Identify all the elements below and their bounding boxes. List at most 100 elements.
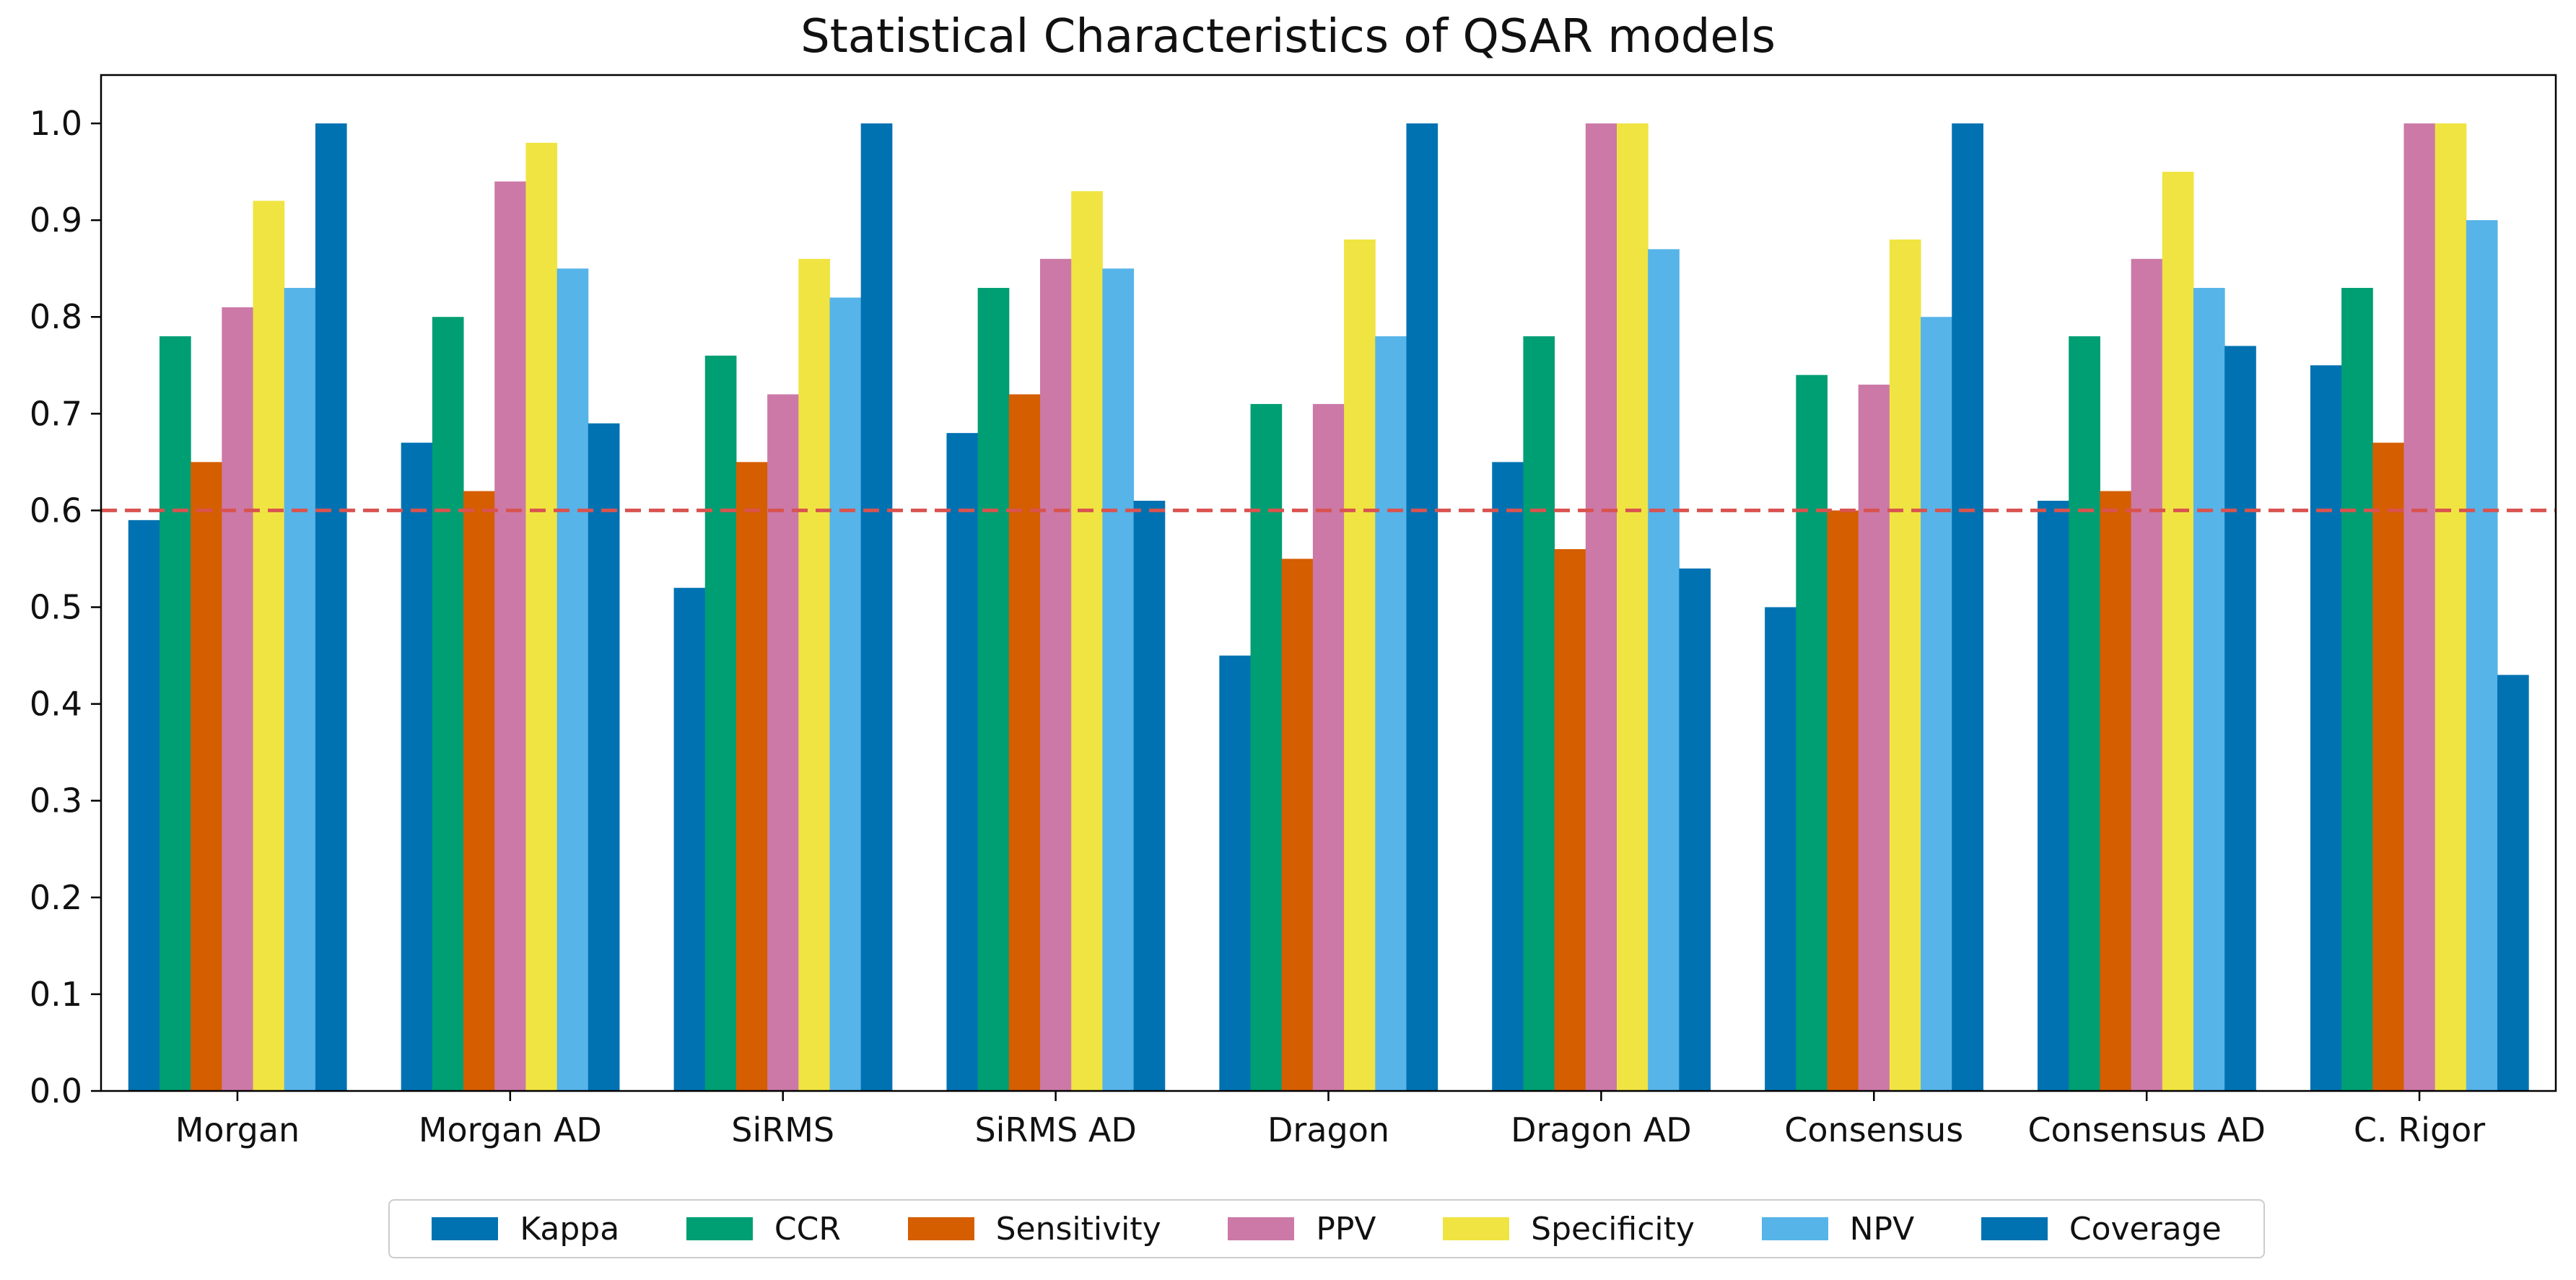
legend-label: Kappa	[520, 1210, 620, 1248]
bar-coverage-morgan-ad	[588, 423, 620, 1091]
y-tick-label: 0.7	[30, 394, 82, 433]
bar-ppv-sirms-ad	[1040, 258, 1072, 1091]
bar-npv-dragon-ad	[1648, 249, 1680, 1091]
bar-ppv-consensus	[1858, 385, 1890, 1091]
legend-swatch	[1981, 1217, 2048, 1240]
bar-specificity-morgan	[253, 201, 285, 1091]
bar-kappa-sirms-ad	[946, 433, 979, 1091]
legend-swatch	[432, 1217, 499, 1240]
bar-specificity-morgan-ad	[525, 142, 558, 1091]
x-tick-label: Morgan AD	[419, 1110, 602, 1149]
bar-specificity-c-rigor	[2435, 123, 2467, 1092]
bar-sensitivity-dragon-ad	[1554, 549, 1586, 1091]
bar-sensitivity-dragon	[1281, 558, 1314, 1091]
bar-npv-sirms	[829, 297, 862, 1091]
bar-ppv-dragon-ad	[1585, 123, 1617, 1092]
bar-coverage-dragon-ad	[1679, 568, 1711, 1091]
y-tick-label: 0.1	[30, 975, 82, 1014]
bar-ccr-consensus	[1796, 374, 1828, 1091]
x-tick-label: Morgan	[175, 1110, 300, 1149]
y-tick-label: 0.9	[30, 201, 82, 240]
bar-specificity-sirms	[798, 258, 831, 1091]
bar-coverage-morgan	[315, 123, 347, 1092]
y-tick-label: 0.6	[30, 491, 82, 530]
legend-label: PPV	[1316, 1210, 1376, 1248]
bar-ccr-c-rigor	[2341, 288, 2373, 1091]
bar-sensitivity-consensus-ad	[2100, 491, 2132, 1091]
bar-ppv-morgan	[222, 307, 254, 1091]
x-tick-label: SiRMS AD	[974, 1110, 1136, 1149]
bar-specificity-dragon-ad	[1616, 123, 1649, 1092]
legend-label: Sensitivity	[995, 1210, 1161, 1248]
legend-label: Coverage	[2069, 1210, 2222, 1248]
legend-label: CCR	[774, 1210, 841, 1248]
bar-specificity-consensus	[1889, 239, 1921, 1091]
x-tick-label: SiRMS	[731, 1110, 834, 1149]
legend-item-specificity: Specificity	[1443, 1211, 1695, 1248]
y-tick-label: 0.0	[30, 1071, 82, 1110]
bar-sensitivity-morgan-ad	[463, 491, 495, 1091]
bar-coverage-c-rigor	[2497, 675, 2529, 1091]
bar-ppv-morgan-ad	[494, 181, 526, 1091]
legend-label: Specificity	[1531, 1210, 1695, 1248]
y-tick-label: 0.2	[30, 878, 82, 917]
bar-sensitivity-consensus	[1827, 510, 1859, 1091]
bar-kappa-morgan-ad	[401, 442, 433, 1091]
bars-group	[128, 123, 2529, 1092]
bar-sensitivity-c-rigor	[2372, 442, 2404, 1091]
x-tick-label: Consensus AD	[2027, 1110, 2265, 1149]
bar-ccr-morgan	[159, 336, 191, 1091]
bar-ccr-sirms	[704, 355, 737, 1091]
legend-swatch	[907, 1217, 974, 1240]
bar-specificity-consensus-ad	[2162, 172, 2194, 1092]
bar-npv-morgan	[284, 288, 316, 1091]
bar-ppv-dragon	[1312, 403, 1345, 1091]
bar-npv-consensus	[1921, 317, 1952, 1092]
bar-coverage-sirms	[860, 123, 893, 1092]
bar-coverage-consensus-ad	[2224, 346, 2256, 1091]
x-tick-label: Dragon AD	[1511, 1110, 1692, 1149]
chart-title: Statistical Characteristics of QSAR mode…	[800, 10, 1776, 63]
bar-specificity-dragon	[1344, 239, 1376, 1091]
bar-ppv-consensus-ad	[2131, 258, 2163, 1091]
bar-ccr-dragon	[1250, 403, 1283, 1091]
bar-specificity-sirms-ad	[1071, 190, 1103, 1091]
y-axis: 0.0 0.1 0.2 0.3 0.4 0.5 0.6 0.7 0.8 0.9 1.0	[30, 104, 101, 1110]
legend-item-ppv: PPV	[1228, 1211, 1376, 1248]
bar-sensitivity-sirms	[735, 462, 768, 1091]
x-axis: Morgan Morgan AD SiRMS SiRMS AD Dragon Dragon…	[175, 1091, 2485, 1149]
legend-item-kappa: Kappa	[432, 1211, 619, 1248]
bar-kappa-sirms	[673, 587, 706, 1091]
bar-kappa-consensus	[1765, 607, 1796, 1091]
legend-swatch	[1443, 1217, 1510, 1240]
bar-ppv-c-rigor	[2403, 123, 2436, 1092]
bar-kappa-dragon	[1219, 655, 1252, 1091]
bar-kappa-morgan	[128, 520, 160, 1091]
bar-ppv-sirms	[767, 394, 799, 1091]
bar-coverage-dragon	[1406, 123, 1438, 1092]
bar-npv-c-rigor	[2466, 220, 2498, 1092]
bar-ccr-morgan-ad	[432, 317, 464, 1092]
legend-label: NPV	[1849, 1210, 1915, 1248]
x-tick-label: C. Rigor	[2354, 1110, 2485, 1149]
legend-item-npv: NPV	[1761, 1210, 1915, 1248]
bar-sensitivity-morgan	[191, 462, 222, 1091]
x-tick-label: Consensus	[1784, 1110, 1963, 1149]
y-tick-label: 1.0	[30, 104, 82, 143]
bar-coverage-consensus	[1952, 123, 1983, 1092]
bar-coverage-sirms-ad	[1133, 501, 1166, 1091]
legend-swatch	[1761, 1217, 1828, 1240]
bar-ccr-dragon-ad	[1523, 336, 1555, 1091]
bar-sensitivity-sirms-ad	[1008, 394, 1041, 1091]
bar-npv-morgan-ad	[556, 268, 589, 1092]
bar-kappa-consensus-ad	[2038, 501, 2069, 1091]
legend-item-sensitivity: Sensitivity	[907, 1210, 1161, 1248]
y-tick-label: 0.5	[30, 588, 82, 627]
bar-ccr-consensus-ad	[2069, 336, 2100, 1091]
y-tick-label: 0.3	[30, 781, 82, 820]
y-tick-label: 0.4	[30, 685, 82, 724]
bar-kappa-c-rigor	[2310, 365, 2342, 1091]
legend-swatch	[686, 1217, 753, 1240]
bar-kappa-dragon-ad	[1492, 462, 1524, 1091]
